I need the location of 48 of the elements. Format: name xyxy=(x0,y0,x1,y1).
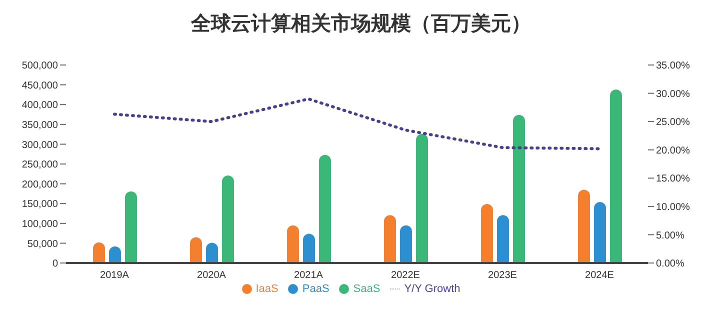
y-tick-label: 0 xyxy=(52,258,58,270)
bar xyxy=(319,154,331,263)
legend-label: SaaS xyxy=(353,283,380,295)
bar xyxy=(93,242,105,263)
bar xyxy=(303,234,315,263)
chart-title: 全球云计算相关市场规模（百万美元） xyxy=(190,10,532,37)
bar xyxy=(190,237,202,263)
bar xyxy=(400,225,412,263)
y-tick-label: 350,000 xyxy=(22,120,58,131)
legend-label: PaaS xyxy=(302,283,330,295)
legend-label: Y/Y Growth xyxy=(404,283,460,295)
bar xyxy=(610,90,622,263)
y-tick-label: 250,000 xyxy=(22,160,58,171)
x-tick-label: 2021A xyxy=(294,270,324,282)
y-tick-label: 500,000 xyxy=(22,60,58,72)
y-tick-label: 450,000 xyxy=(22,80,58,92)
bar xyxy=(481,204,493,263)
bar xyxy=(206,242,218,263)
y-tick-label: 150,000 xyxy=(22,199,58,210)
bar xyxy=(222,175,234,263)
y2-tick-label: 5.00% xyxy=(656,230,684,242)
bar xyxy=(594,202,606,263)
y2-tick-label: 10.00% xyxy=(656,202,690,213)
y2-tick-label: 30.00% xyxy=(656,88,690,100)
bar xyxy=(125,191,137,263)
y2-tick-label: 35.00% xyxy=(656,60,690,72)
x-tick-label: 2019A xyxy=(100,270,130,282)
bar xyxy=(384,215,396,263)
y-tick-label: 100,000 xyxy=(22,218,58,230)
line-series xyxy=(113,97,601,150)
x-tick-label: 2024E xyxy=(585,270,614,282)
y-tick-label: 300,000 xyxy=(22,140,58,151)
bar xyxy=(513,114,525,263)
bar xyxy=(287,225,299,263)
y2-tick-label: 20.00% xyxy=(656,145,690,156)
y-tick-label: 50,000 xyxy=(27,238,58,250)
bar xyxy=(416,134,428,263)
x-tick-label: 2020A xyxy=(197,270,226,282)
x-tick-label: 2023E xyxy=(488,270,518,282)
bar xyxy=(497,215,509,263)
bar xyxy=(578,190,590,263)
y-tick-label: 400,000 xyxy=(22,100,58,112)
legend-label: IaaS xyxy=(256,283,278,295)
y2-tick-label: 0.00% xyxy=(656,258,684,270)
y2-tick-label: 15.00% xyxy=(656,174,690,185)
y-tick-label: 200,000 xyxy=(22,179,58,190)
y2-tick-label: 25.00% xyxy=(656,117,690,128)
x-tick-label: 2022E xyxy=(391,270,420,282)
